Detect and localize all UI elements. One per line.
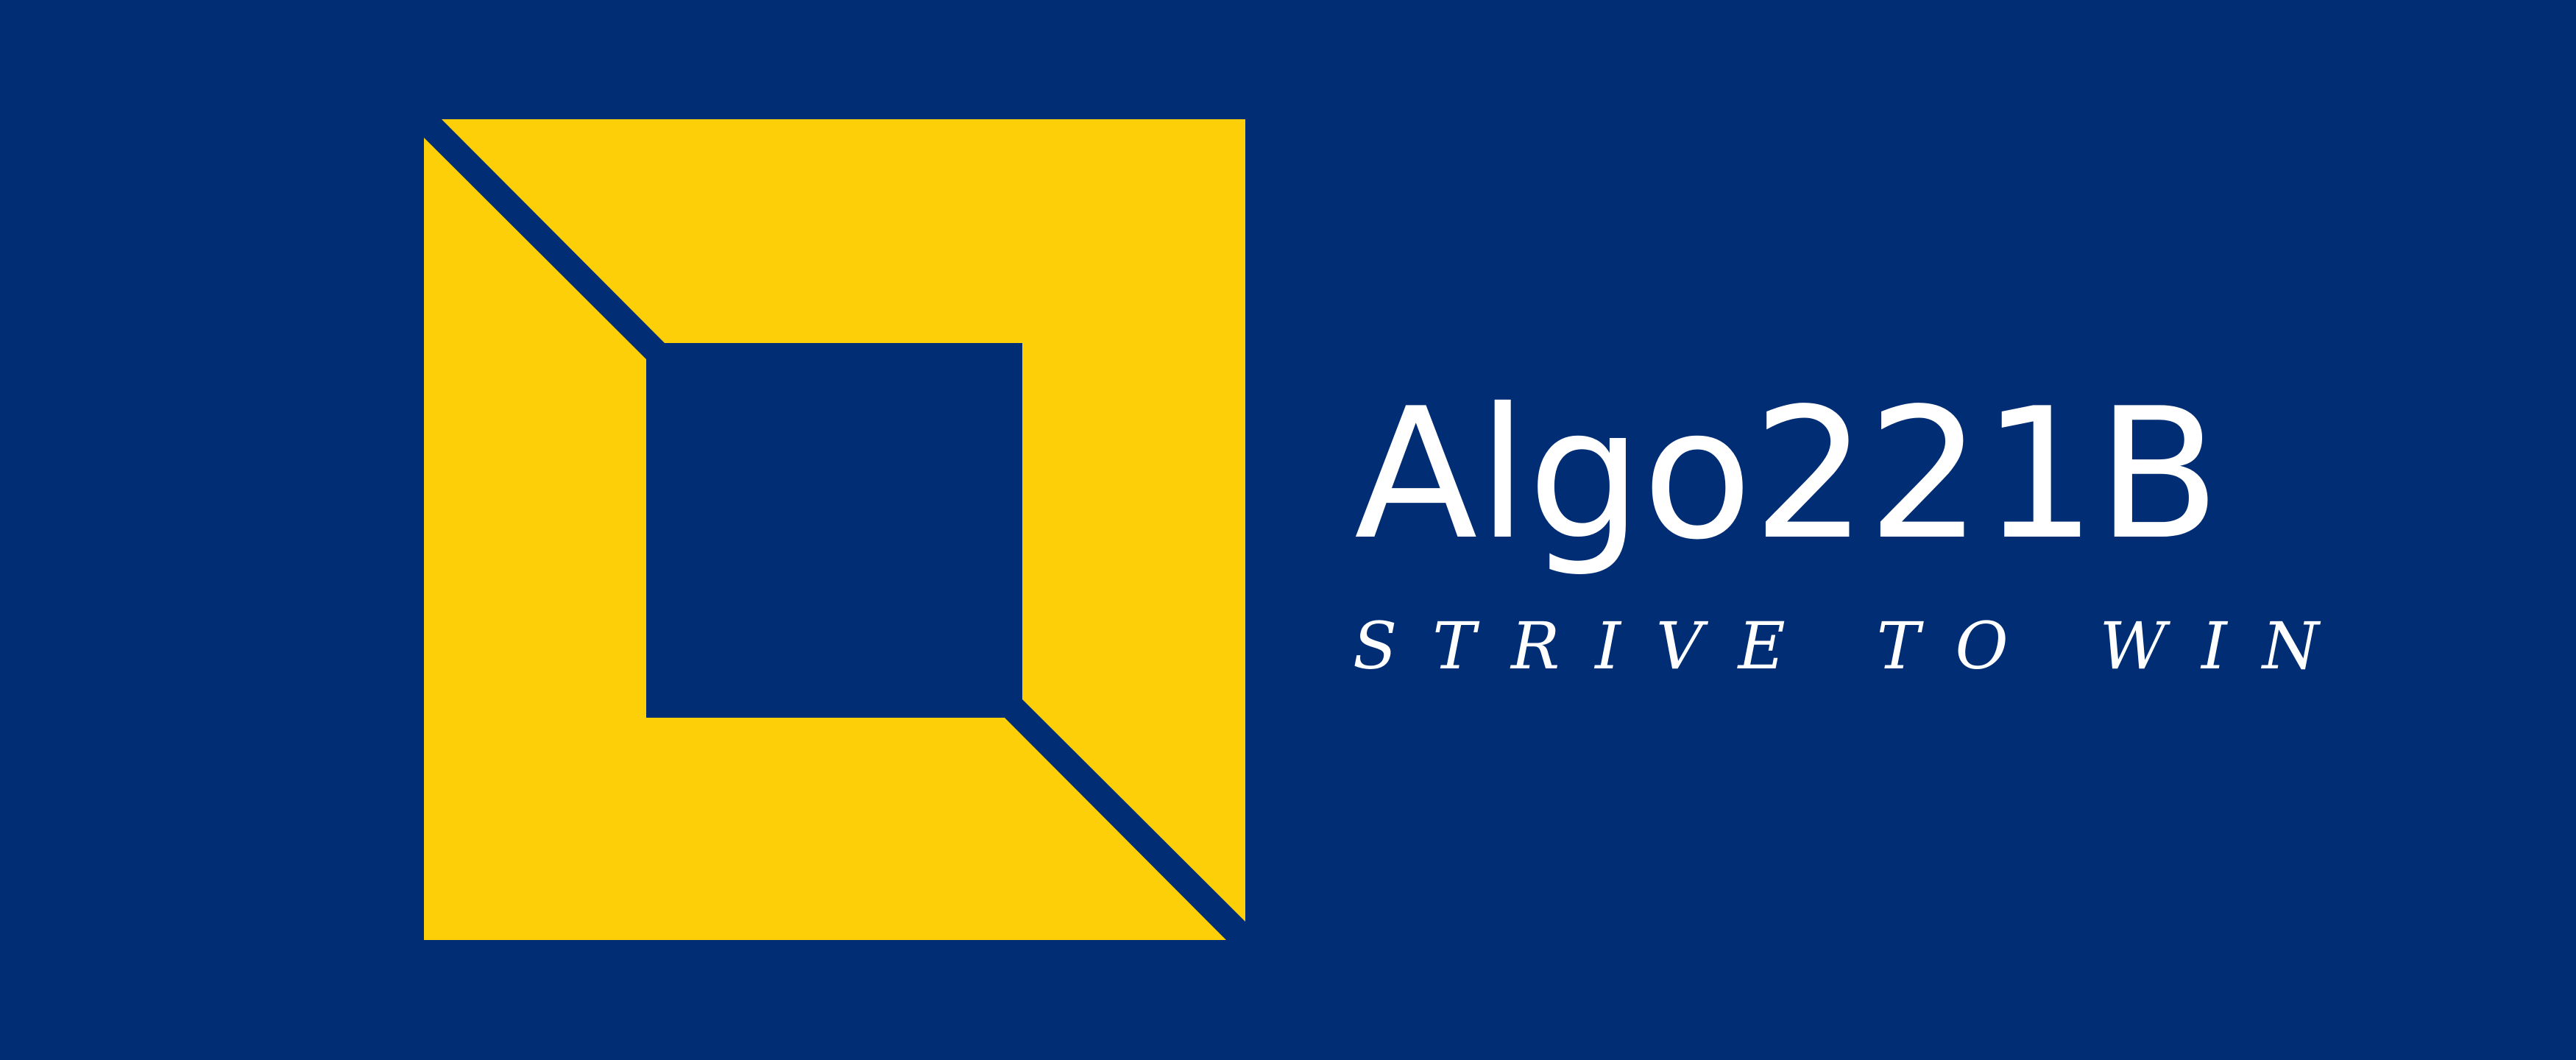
brand-tagline: STRIVE TO WIN: [1353, 608, 2354, 684]
logo-upper-right-segment: [442, 119, 1245, 922]
logo-shapes: [424, 119, 1245, 940]
logo-lower-left-segment: [424, 138, 1226, 940]
brand-name: Algo221B: [1354, 370, 2221, 579]
